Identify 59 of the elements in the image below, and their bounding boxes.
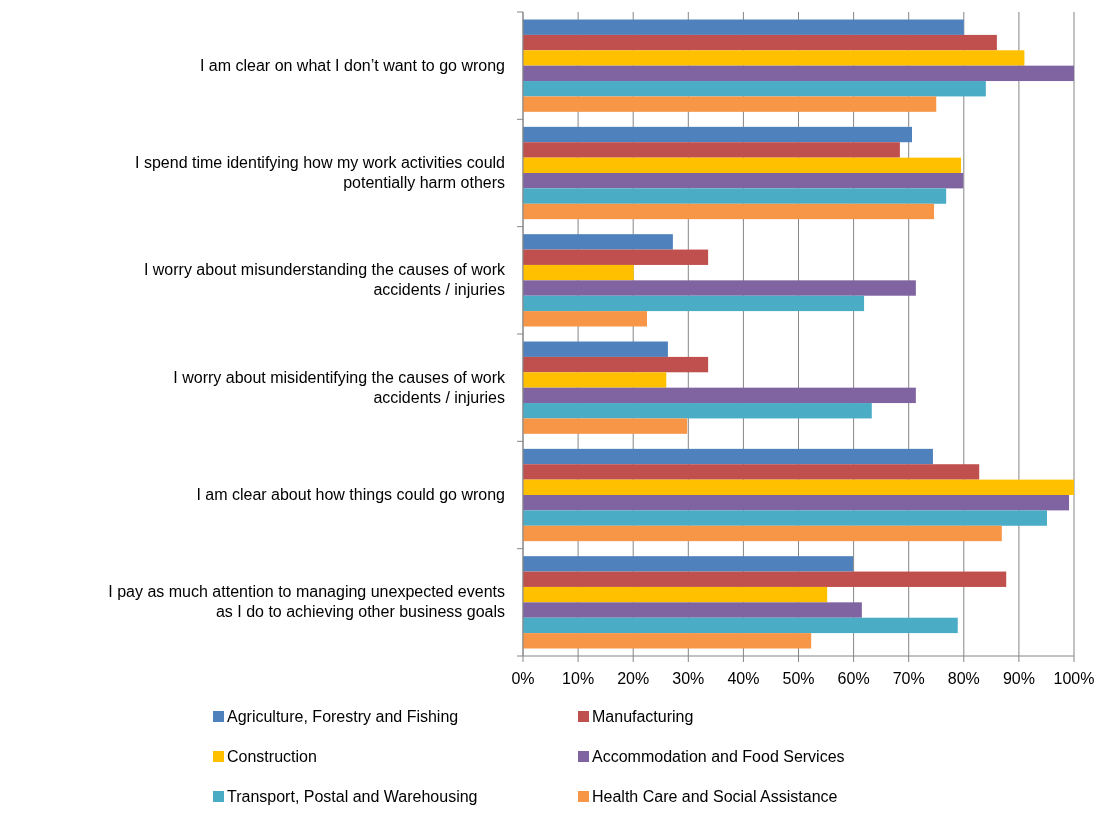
bar xyxy=(523,264,634,281)
bar xyxy=(523,418,688,434)
x-tick-label: 70% xyxy=(892,670,925,687)
bar xyxy=(523,448,933,465)
bar xyxy=(523,234,673,250)
legend-label: Accommodation and Food Services xyxy=(592,748,845,765)
y-tick-label: I am clear about how things could go wrong xyxy=(196,486,505,503)
bar xyxy=(523,602,862,618)
bar xyxy=(523,617,958,634)
bar xyxy=(523,495,1070,511)
bar xyxy=(523,96,937,112)
y-tick-label: I am clear on what I don’t want to go wrong xyxy=(199,56,505,74)
x-tick-label: 100% xyxy=(1053,670,1095,687)
legend-label: Agriculture, Forestry and Fishing xyxy=(227,708,459,725)
bar xyxy=(523,341,668,357)
x-tick-label: 0% xyxy=(511,670,535,687)
legend-label: Transport, Postal and Warehousing xyxy=(227,788,478,805)
bar xyxy=(523,586,828,603)
x-tick-label: 60% xyxy=(837,670,870,687)
bar xyxy=(523,50,1025,66)
x-tick-label: 30% xyxy=(672,670,705,687)
bar xyxy=(523,464,980,480)
bar xyxy=(523,34,997,51)
bar xyxy=(523,479,1074,495)
y-tick-label: I spend time identifying how my work activities could potentially harm others xyxy=(135,154,505,191)
bar xyxy=(523,203,935,220)
bar xyxy=(523,173,964,189)
legend-label: Manufacturing xyxy=(592,708,694,725)
bar xyxy=(523,311,647,327)
bar xyxy=(523,157,962,173)
bar xyxy=(523,142,900,158)
bar xyxy=(523,81,986,97)
x-tick-label: 50% xyxy=(782,670,815,687)
legend-label: Health Care and Social Assistance xyxy=(592,788,838,805)
bar xyxy=(523,19,964,35)
bar xyxy=(523,556,854,572)
x-tick-label: 80% xyxy=(947,670,980,687)
bar xyxy=(523,387,916,404)
bar xyxy=(523,65,1074,82)
x-tick-label: 90% xyxy=(1002,670,1035,687)
bar xyxy=(523,510,1047,526)
x-tick-label: 10% xyxy=(562,670,595,687)
x-tick-label: 20% xyxy=(617,670,650,687)
y-tick-label: I worry about misunderstanding the causes of work accidents / injuries xyxy=(143,261,506,299)
bar xyxy=(523,403,872,419)
x-tick-label: 40% xyxy=(727,670,760,687)
bar xyxy=(523,571,1007,587)
bar xyxy=(523,280,916,296)
legend-label: Construction xyxy=(227,748,317,765)
bar xyxy=(523,188,947,204)
bar xyxy=(523,126,913,143)
bar xyxy=(523,633,812,649)
bar xyxy=(523,356,709,373)
y-tick-label: I pay as much attention to managing unexpected events as I do to achieving other business goals xyxy=(108,583,505,621)
bar xyxy=(523,249,709,265)
y-tick-label: I worry about misidentifying the causes of work accidents / injuries xyxy=(173,368,506,406)
bar xyxy=(523,295,865,312)
bar xyxy=(523,525,1002,542)
bar xyxy=(523,372,667,388)
